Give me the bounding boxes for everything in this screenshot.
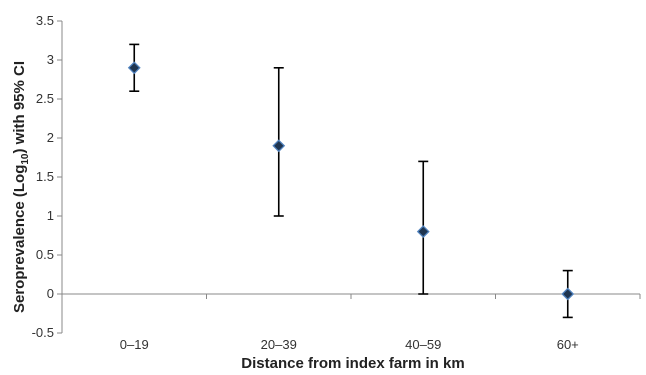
x-tick-label-1: 20–39 — [261, 337, 297, 352]
data-point-1 — [272, 139, 286, 153]
y-axis-title: Seroprevalence (Log10) with 95% CI — [11, 61, 31, 313]
y-tick-labels: -0.5 0 0.5 1 1.5 2 2.5 3 3.5 — [32, 13, 54, 340]
x-tick-label-3: 60+ — [557, 337, 579, 352]
axes — [57, 20, 641, 334]
y-tick-label-3: 1 — [47, 208, 54, 223]
data-marks — [127, 43, 575, 319]
y-axis-title-part-2: ) with 95% CI — [11, 61, 28, 154]
x-tick-label-2: 40–59 — [405, 337, 441, 352]
y-tick-label-0: -0.5 — [32, 325, 54, 340]
y-tick-label-2: 0.5 — [36, 247, 54, 262]
data-point-3 — [561, 287, 575, 301]
x-axis-title: Distance from index farm in km — [241, 355, 464, 372]
data-point-0 — [127, 61, 141, 75]
y-tick-label-1: 0 — [47, 286, 54, 301]
y-tick-label-7: 3 — [47, 52, 54, 67]
y-tick-label-5: 2 — [47, 130, 54, 145]
y-tick-label-6: 2.5 — [36, 91, 54, 106]
y-tick-label-4: 1.5 — [36, 169, 54, 184]
y-tick-label-8: 3.5 — [36, 13, 54, 28]
y-axis-title-subscript: 10 — [20, 153, 31, 165]
y-axis-title-part-1: Seroprevalence (Log — [11, 165, 28, 313]
x-tick-label-0: 0–19 — [120, 337, 149, 352]
data-point-2 — [416, 225, 430, 239]
x-tick-labels: 0–19 20–39 40–59 60+ — [120, 337, 579, 352]
